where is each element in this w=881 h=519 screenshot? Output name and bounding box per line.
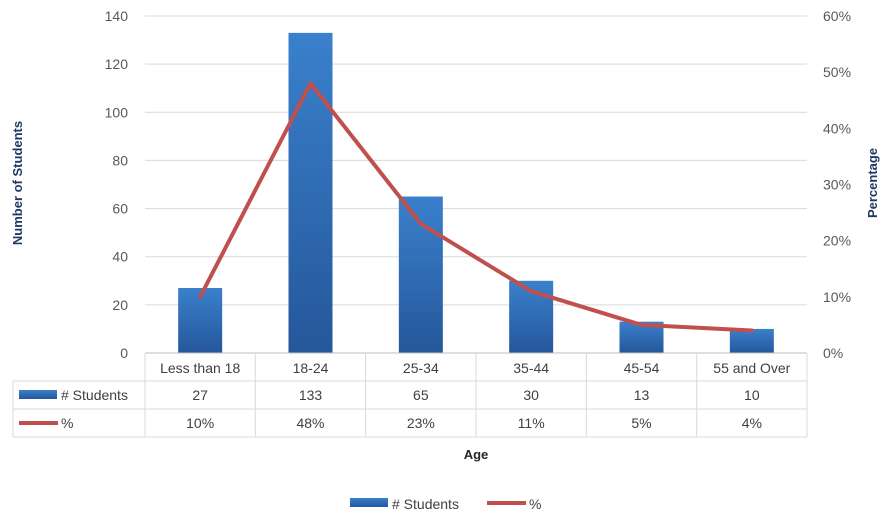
table-cell: 5% bbox=[631, 415, 651, 431]
y2-tick-label: 40% bbox=[823, 120, 851, 136]
x-tick-label: 35-44 bbox=[513, 360, 549, 376]
y-tick-label: 0 bbox=[120, 345, 128, 361]
legend-label-percent: % bbox=[529, 496, 541, 512]
y-tick-label: 140 bbox=[105, 8, 129, 24]
x-tick-label: 25-34 bbox=[403, 360, 439, 376]
legend: # Students % bbox=[350, 496, 541, 512]
x-tick-label: Less than 18 bbox=[160, 360, 240, 376]
table-cell: 10% bbox=[186, 415, 214, 431]
legend-swatch-students bbox=[350, 498, 388, 507]
y2-axis-title: Percentage bbox=[865, 148, 880, 218]
line-percent bbox=[198, 81, 754, 333]
y2-tick-label: 10% bbox=[823, 289, 851, 305]
bar bbox=[288, 32, 333, 353]
right-axis-ticks: 0% 10% 20% 30% 40% 50% 60% bbox=[823, 8, 851, 361]
x-tick-label: 18-24 bbox=[293, 360, 329, 376]
bar bbox=[729, 328, 774, 353]
y-tick-label: 120 bbox=[105, 56, 129, 72]
x-axis-title: Age bbox=[464, 447, 489, 462]
y2-tick-label: 0% bbox=[823, 345, 843, 361]
gridlines bbox=[145, 15, 807, 306]
y-axis-title: Number of Students bbox=[10, 121, 25, 245]
table-legend-key-students bbox=[19, 390, 57, 399]
table-row-label: # Students bbox=[61, 387, 128, 403]
y-tick-label: 20 bbox=[112, 297, 128, 313]
legend-label-students: # Students bbox=[392, 496, 459, 512]
table-cell: 65 bbox=[413, 387, 429, 403]
table-cell: 27 bbox=[192, 387, 208, 403]
table-cell: 133 bbox=[299, 387, 323, 403]
y-tick-label: 100 bbox=[105, 104, 129, 120]
table-row-label: % bbox=[61, 415, 73, 431]
y2-tick-label: 50% bbox=[823, 64, 851, 80]
table-cell: 23% bbox=[407, 415, 435, 431]
table-cell: 30 bbox=[523, 387, 539, 403]
data-table: Less than 18 18-24 25-34 35-44 45-54 55 and O… bbox=[12, 352, 808, 438]
percent-line-series bbox=[198, 81, 754, 333]
table-cell: 13 bbox=[634, 387, 650, 403]
y-tick-label: 60 bbox=[112, 201, 128, 217]
table-cell: 48% bbox=[296, 415, 324, 431]
bar bbox=[398, 196, 443, 353]
bar bbox=[178, 288, 223, 353]
y2-tick-label: 60% bbox=[823, 8, 851, 24]
y-tick-label: 40 bbox=[112, 249, 128, 265]
y2-tick-label: 30% bbox=[823, 177, 851, 193]
table-cell: 4% bbox=[742, 415, 762, 431]
left-axis-ticks: 0 20 40 60 80 100 120 140 bbox=[105, 8, 129, 361]
table-cell: 11% bbox=[518, 415, 545, 431]
y2-tick-label: 20% bbox=[823, 233, 851, 249]
x-tick-label: 55 and Over bbox=[713, 360, 790, 376]
y-tick-label: 80 bbox=[112, 152, 128, 168]
x-tick-label: 45-54 bbox=[624, 360, 660, 376]
table-cell: 10 bbox=[744, 387, 760, 403]
